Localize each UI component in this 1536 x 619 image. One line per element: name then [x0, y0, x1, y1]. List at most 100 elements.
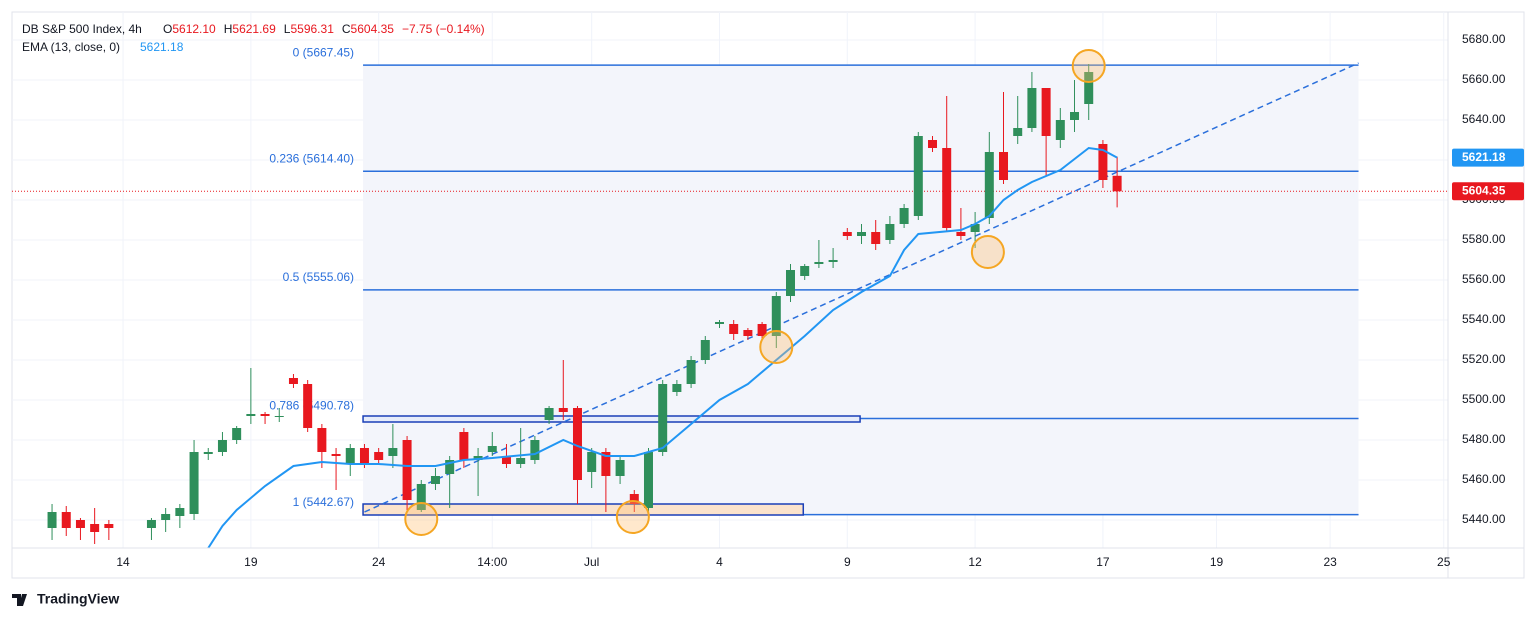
- candle-body: [1098, 144, 1108, 180]
- indicator-value: 5621.18: [140, 40, 184, 54]
- plot-area: 0 (5667.45)0.236 (5614.40)0.5 (5555.06)0…: [12, 45, 1448, 548]
- candle-body: [970, 224, 980, 232]
- candle-body: [729, 324, 739, 334]
- fib-label: 0.5 (5555.06): [283, 270, 354, 284]
- highlight-marker: [970, 235, 1005, 269]
- candle-body: [658, 384, 668, 452]
- trendline: [364, 62, 1359, 513]
- x-tick-label: 14: [116, 555, 130, 569]
- price-label-box: [1452, 182, 1524, 201]
- x-tick-label: 19: [244, 555, 258, 569]
- candle-body: [217, 440, 227, 452]
- candle-body: [175, 508, 185, 516]
- x-tick-label: 19: [1210, 555, 1224, 569]
- x-tick-label: 17: [1096, 555, 1110, 569]
- y-tick-label: 5560.00: [1462, 272, 1506, 286]
- candle-body: [1112, 175, 1122, 192]
- x-tick-label: 9: [844, 555, 851, 569]
- candle-body: [643, 452, 653, 508]
- candle-body: [899, 208, 909, 224]
- candle-body: [75, 520, 85, 528]
- candle-body: [1013, 128, 1023, 136]
- candle-body: [984, 152, 994, 218]
- fib-label: 0.236 (5614.40): [269, 151, 354, 165]
- candle-body: [274, 416, 284, 417]
- candle-body: [558, 408, 568, 412]
- candle-body: [203, 452, 213, 454]
- price-label: 5621.18: [1462, 150, 1506, 164]
- candle-body: [232, 428, 242, 440]
- candle-body: [303, 384, 313, 428]
- ohlc-change: −7.75 (−0.14%): [402, 22, 485, 36]
- candle-body: [885, 224, 895, 240]
- candle-body: [913, 136, 923, 216]
- candle-body: [374, 452, 384, 460]
- x-tick-label: 4: [716, 555, 723, 569]
- candle-body: [1070, 112, 1080, 120]
- candle-body: [104, 524, 114, 528]
- candle-body: [260, 414, 270, 416]
- candle-body: [189, 452, 199, 514]
- candle-body: [956, 232, 966, 236]
- candle-body: [771, 296, 781, 336]
- highlight-marker: [404, 502, 439, 536]
- candle-body: [430, 476, 440, 484]
- ohlc-value: 5612.10: [172, 22, 216, 36]
- candle-body: [615, 460, 625, 476]
- candle-body: [672, 384, 682, 392]
- y-tick-label: 5480.00: [1462, 432, 1506, 446]
- candle-body: [601, 452, 611, 476]
- x-tick-label: Jul: [584, 555, 599, 569]
- candle-body: [317, 428, 327, 452]
- candle-body: [146, 520, 156, 528]
- axes: 5440.00 5460.00 5480.00 5500.00 5520.00 5540.…: [116, 32, 1524, 569]
- candle-body: [1055, 120, 1065, 140]
- candle-body: [331, 454, 341, 456]
- x-tick-label: 23: [1323, 555, 1337, 569]
- ohlc-value: 5621.69: [232, 22, 276, 36]
- ohlc-value: 5596.31: [290, 22, 334, 36]
- y-tick-label: 5500.00: [1462, 392, 1506, 406]
- y-tick-label: 5640.00: [1462, 112, 1506, 126]
- y-tick-label: 5520.00: [1462, 352, 1506, 366]
- candle-body: [416, 484, 426, 510]
- candle-body: [445, 460, 455, 474]
- ohlc-key: H: [224, 22, 233, 36]
- candle-body: [345, 448, 355, 464]
- ema-line: [207, 146, 1118, 548]
- candle-body: [785, 270, 795, 296]
- header: DB S&P 500 Index, 4h O5612.10 H5621.69 L55…: [22, 22, 485, 54]
- x-tick-label: 24: [372, 555, 386, 569]
- candle-body: [47, 512, 57, 528]
- candle-body: [1041, 88, 1051, 136]
- candle-body: [288, 378, 298, 384]
- candle-body: [814, 262, 824, 264]
- candle-body: [700, 340, 710, 360]
- x-tick-label: 12: [968, 555, 982, 569]
- candle-body: [544, 408, 554, 420]
- x-tick-label: 14:00: [477, 555, 507, 569]
- candle-body: [587, 452, 597, 472]
- y-tick-label: 5660.00: [1462, 72, 1506, 86]
- ohlc-value: 5604.35: [351, 22, 395, 36]
- candle-body: [1027, 88, 1037, 128]
- brand-name: TradingView: [37, 591, 119, 607]
- x-tick-label: 25: [1437, 555, 1451, 569]
- candle-body: [871, 232, 881, 244]
- candle-body: [686, 360, 696, 384]
- fib-label: 1 (5442.67): [293, 495, 354, 509]
- zone-box: [362, 503, 805, 516]
- candle-body: [487, 446, 497, 452]
- price-label-box: [1452, 148, 1524, 167]
- candle-body: [161, 514, 171, 520]
- price-label: 5604.35: [1462, 183, 1506, 197]
- candle-body: [714, 322, 724, 324]
- fib-label: 0 (5667.45): [293, 45, 354, 59]
- candle-body: [942, 148, 952, 228]
- y-tick-label: 5440.00: [1462, 512, 1506, 526]
- candle-body: [800, 266, 810, 276]
- highlight-marker: [1071, 49, 1106, 83]
- zone-box: [362, 415, 861, 423]
- brand-logo: [12, 594, 27, 606]
